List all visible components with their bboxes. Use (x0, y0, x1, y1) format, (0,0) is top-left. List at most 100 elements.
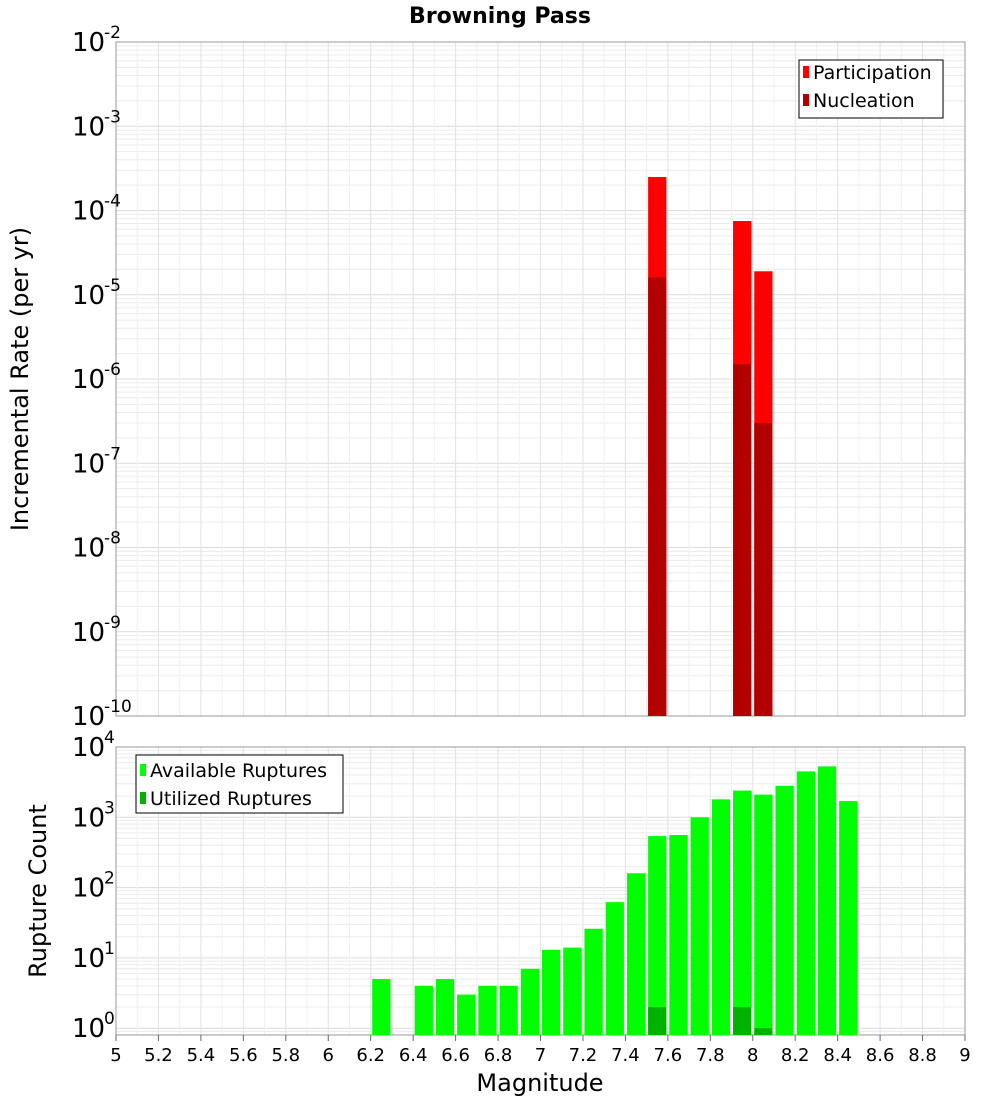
bottom-y-tick-exponent: 2 (104, 869, 115, 889)
x-tick-label: 5 (110, 1045, 121, 1066)
top-y-tick-label: 10 (72, 702, 105, 732)
x-tick-label: 7.6 (654, 1045, 683, 1066)
bottom-bar-available-ruptures (711, 799, 731, 1035)
bottom-y-tick-label: 10 (72, 1014, 105, 1044)
legend-label-participation: Participation (813, 62, 932, 84)
bottom-bar-utilized-ruptures (648, 1007, 667, 1035)
bottom-y-tick-exponent: 1 (104, 939, 115, 959)
top-y-tick-exponent: -5 (104, 276, 121, 296)
top-y-tick-exponent: -6 (104, 360, 121, 380)
x-tick-label: 6.8 (484, 1045, 513, 1066)
x-tick-label: 8.6 (866, 1045, 895, 1066)
top-bars (648, 176, 773, 716)
top-y-tick-label: 10 (72, 618, 105, 648)
x-tick-label: 6.2 (356, 1045, 385, 1066)
top-y-tick-exponent: -10 (104, 697, 132, 717)
top-y-tick-exponent: -2 (104, 23, 121, 43)
legend-label-nucleation: Nucleation (813, 90, 915, 112)
x-tick-label: 7.4 (611, 1045, 640, 1066)
bottom-y-axis-label: Rupture Count (24, 804, 52, 978)
bottom-bar-available-ruptures (733, 790, 752, 1035)
chart-title: Browning Pass (409, 4, 591, 29)
top-bar-nucleation (733, 364, 752, 716)
bottom-bar-available-ruptures (605, 902, 624, 1035)
legend-swatch-participation (803, 66, 809, 78)
top-y-tick-label: 10 (72, 534, 105, 564)
x-tick-label: 5.8 (271, 1045, 300, 1066)
bottom-bar-available-ruptures (520, 968, 539, 1035)
legend-label-utilized: Utilized Ruptures (150, 788, 312, 810)
legend-swatch-available (140, 764, 146, 776)
top-y-tick-exponent: -4 (104, 192, 121, 212)
top-plot-frame (115, 41, 966, 717)
top-legend-box (798, 59, 944, 119)
bottom-bar-available-ruptures (648, 836, 667, 1035)
bottom-bar-available-ruptures (669, 834, 688, 1035)
x-tick-label: 8.2 (781, 1045, 810, 1066)
top-y-tick-label: 10 (72, 28, 105, 58)
top-y-tick-exponent: -9 (104, 613, 121, 633)
x-tick-label: 6 (323, 1045, 334, 1066)
bottom-y-tick-label: 10 (72, 874, 105, 904)
bottom-y-tick-label: 10 (72, 733, 105, 763)
bottom-bar-available-ruptures (796, 771, 815, 1035)
bottom-bars (372, 766, 858, 1035)
top-y-tick-exponent: -7 (104, 444, 121, 464)
bottom-bar-available-ruptures (414, 985, 433, 1035)
bottom-y-tick-label: 10 (72, 803, 105, 833)
x-tick-label: 8.8 (908, 1045, 937, 1066)
x-tick-label: 7.8 (696, 1045, 725, 1066)
x-tick-label: 5.6 (229, 1045, 258, 1066)
x-tick-label: 8.4 (823, 1045, 852, 1066)
top-y-tick-label: 10 (72, 365, 105, 395)
x-tick-label: 5.2 (144, 1045, 173, 1066)
bottom-bar-available-ruptures (839, 801, 858, 1035)
bottom-legend: Available Ruptures Utilized Ruptures (135, 754, 344, 814)
bottom-bar-available-ruptures (435, 979, 455, 1035)
bottom-y-tick-exponent: 0 (104, 1009, 115, 1029)
bottom-y-tick-exponent: 4 (104, 728, 115, 748)
bottom-y-tick-label: 10 (72, 944, 105, 974)
x-tick-label: 7 (535, 1045, 546, 1066)
legend-label-available: Available Ruptures (150, 760, 327, 782)
bottom-bar-available-ruptures (626, 873, 646, 1035)
bottom-bar-available-ruptures (542, 949, 561, 1035)
top-gridlines (115, 41, 966, 717)
bottom-bar-available-ruptures (372, 979, 391, 1035)
bottom-bar-available-ruptures (690, 817, 709, 1035)
top-bar-nucleation (754, 423, 773, 716)
bottom-bar-available-ruptures (478, 985, 497, 1035)
x-tick-label: 6.6 (441, 1045, 470, 1066)
top-legend: Participation Nucleation (798, 59, 944, 119)
bottom-bar-available-ruptures (499, 985, 518, 1035)
top-y-tick-label: 10 (72, 112, 105, 142)
x-tick-label: 7.2 (569, 1045, 598, 1066)
x-axis-ticks: 5 5.2 5.4 5.6 5.8 6 6.2 6.4 6.6 6.8 7 7.2 7.4 7.6 7.8 8… (110, 1035, 971, 1066)
bottom-bar-available-ruptures (584, 928, 603, 1035)
x-tick-label: 8 (747, 1045, 758, 1066)
top-y-tick-label: 10 (72, 449, 105, 479)
x-tick-label: 9 (959, 1045, 970, 1066)
top-y-tick-label: 10 (72, 197, 105, 227)
legend-swatch-utilized (140, 792, 146, 804)
bottom-bar-utilized-ruptures (733, 1007, 752, 1035)
top-y-tick-label: 10 (72, 281, 105, 311)
bottom-bar-available-ruptures (457, 994, 476, 1035)
top-y-axis-label: Incremental Rate (per yr) (6, 227, 34, 531)
x-tick-label: 5.4 (187, 1045, 216, 1066)
bottom-bar-available-ruptures (775, 785, 794, 1035)
bottom-legend-box (135, 754, 344, 814)
bottom-y-tick-exponent: 3 (104, 798, 115, 818)
x-axis-label: Magnitude (476, 1069, 603, 1097)
top-bar-nucleation (648, 277, 667, 716)
top-y-tick-exponent: -8 (104, 529, 121, 549)
bottom-bar-available-ruptures (817, 766, 837, 1035)
x-tick-label: 6.4 (399, 1045, 428, 1066)
legend-swatch-nucleation (803, 94, 809, 106)
bottom-bar-utilized-ruptures (754, 1028, 773, 1035)
